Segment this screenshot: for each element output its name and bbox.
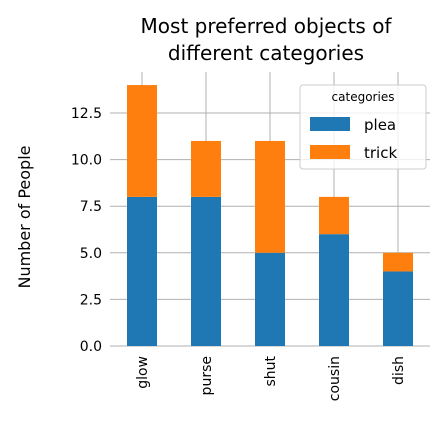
bar-shut-trick bbox=[255, 140, 285, 253]
chart-title-line-2: different categories bbox=[168, 41, 364, 65]
x-tick-label: cousin bbox=[327, 356, 343, 401]
bar-glow-trick bbox=[127, 85, 157, 197]
bar-purse-trick bbox=[191, 140, 221, 197]
y-axis-label: Number of People bbox=[15, 145, 34, 288]
legend-label-trick: trick bbox=[364, 144, 397, 162]
y-tick-label: 10.0 bbox=[71, 153, 102, 169]
y-tick-label: 12.5 bbox=[71, 106, 102, 122]
bar-cousin-trick bbox=[319, 196, 349, 235]
x-tick-label: glow bbox=[135, 356, 151, 389]
legend-items: plea trick bbox=[310, 116, 397, 162]
bar-dish-trick bbox=[383, 252, 413, 272]
bars bbox=[127, 85, 413, 346]
bar-glow-plea bbox=[127, 196, 157, 346]
x-tick-label: purse bbox=[199, 356, 215, 395]
chart-title: Most preferred objects of different cate… bbox=[141, 14, 393, 65]
chart-title-line-1: Most preferred objects of bbox=[141, 14, 393, 38]
x-tick-label: shut bbox=[263, 355, 279, 386]
bar-dish-plea bbox=[383, 271, 413, 346]
legend-swatch-trick bbox=[310, 145, 350, 159]
bar-cousin-plea bbox=[319, 234, 349, 346]
bar-shut-plea bbox=[255, 252, 285, 346]
y-tick-label: 7.5 bbox=[80, 199, 102, 215]
x-axis-ticks: glow purse shut cousin dish bbox=[135, 355, 407, 401]
x-tick-label: dish bbox=[391, 356, 407, 385]
legend-swatch-plea bbox=[310, 117, 350, 131]
y-tick-label: 2.5 bbox=[80, 292, 102, 308]
y-tick-label: 5.0 bbox=[80, 246, 102, 262]
y-tick-label: 0.0 bbox=[80, 339, 102, 355]
legend: categories plea trick bbox=[299, 84, 427, 170]
y-axis-ticks: 0.0 2.5 5.0 7.5 10.0 12.5 bbox=[71, 106, 102, 355]
legend-label-plea: plea bbox=[364, 116, 396, 134]
bar-purse-plea bbox=[191, 196, 221, 346]
legend-title: categories bbox=[332, 90, 395, 104]
